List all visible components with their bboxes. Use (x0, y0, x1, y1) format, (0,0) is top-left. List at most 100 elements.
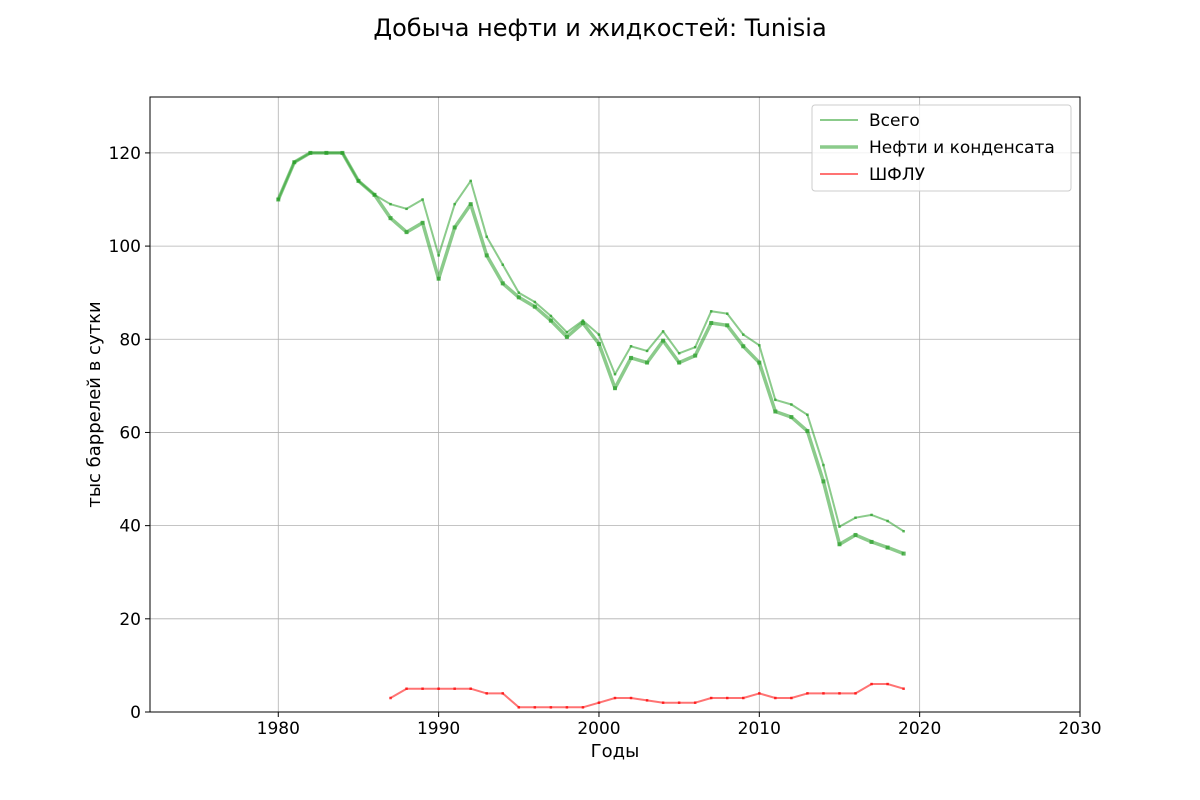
legend-box (811, 104, 1072, 192)
data-point (597, 701, 601, 704)
data-point (549, 314, 553, 318)
data-point (453, 202, 456, 206)
data-point (773, 409, 778, 414)
data-point (837, 542, 842, 547)
data-point (548, 318, 553, 323)
data-point (725, 312, 729, 315)
data-point (580, 320, 585, 325)
data-point (437, 254, 440, 257)
data-point (436, 276, 441, 281)
data-point (372, 192, 377, 197)
data-point (742, 333, 745, 336)
y-tick-label: 0 (130, 703, 141, 723)
y-tick-label: 120 (109, 144, 141, 164)
data-point (789, 415, 794, 420)
data-point (741, 344, 746, 349)
data-point (420, 220, 425, 225)
legend-label: Всего (869, 111, 920, 131)
x-tick-label: 2030 (1058, 719, 1101, 739)
legend-label: Нефти и конденсата (869, 138, 1055, 158)
data-point (405, 687, 408, 690)
data-point (340, 150, 345, 155)
data-point (725, 696, 729, 700)
data-point (822, 463, 825, 467)
data-point (501, 692, 505, 695)
data-point (468, 202, 473, 207)
data-point (453, 687, 456, 690)
data-point (870, 513, 873, 517)
data-point (693, 353, 698, 358)
data-point (389, 696, 392, 700)
data-point (853, 532, 858, 537)
data-point (757, 360, 762, 365)
data-point (549, 706, 553, 709)
x-tick-label: 2000 (577, 719, 620, 739)
data-point (838, 525, 841, 528)
data-point (565, 706, 569, 709)
data-point (388, 216, 393, 221)
data-point (308, 150, 313, 155)
data-point (790, 696, 793, 700)
series-line (277, 151, 905, 533)
y-axis-label: тыс баррелей в сутки (84, 301, 105, 507)
data-point (661, 330, 665, 333)
data-point (469, 179, 472, 183)
data-point (758, 692, 761, 695)
data-point (709, 310, 713, 313)
data-point (629, 355, 634, 360)
y-tick-label: 20 (119, 610, 141, 630)
data-point (356, 178, 361, 183)
data-point (902, 687, 905, 690)
data-point (693, 701, 697, 704)
data-point (469, 687, 472, 690)
data-point (533, 706, 537, 709)
data-point (532, 304, 537, 309)
data-point (629, 345, 633, 348)
data-point (742, 696, 745, 700)
data-point (597, 333, 601, 336)
data-point (452, 225, 457, 230)
data-point (805, 429, 810, 434)
data-point (581, 319, 585, 322)
data-point (564, 334, 569, 339)
data-point (709, 320, 714, 325)
data-point (516, 295, 521, 300)
legend-label: ШФЛУ (869, 165, 926, 185)
plot-frame (149, 96, 1081, 713)
data-point (517, 706, 521, 709)
data-point (774, 696, 777, 700)
data-point (886, 682, 889, 686)
data-point (902, 529, 905, 533)
data-point (324, 150, 329, 155)
data-point (613, 696, 617, 700)
data-point (790, 403, 793, 406)
data-point (533, 300, 537, 304)
data-point (869, 539, 874, 544)
y-tick-label: 80 (119, 330, 141, 350)
data-point (484, 253, 489, 258)
data-point (806, 413, 809, 416)
x-tick-label: 1980 (257, 719, 300, 739)
data-point (886, 519, 889, 523)
data-point (405, 207, 408, 211)
data-point (292, 160, 297, 165)
data-point (613, 372, 617, 376)
data-point (421, 198, 424, 201)
y-tick-label: 100 (109, 237, 141, 257)
data-point (404, 230, 409, 235)
series-0 (277, 151, 905, 533)
chart-title: Добыча нефти и жидкостей: Tunisia (373, 14, 826, 42)
data-point (613, 386, 617, 391)
data-point (629, 696, 633, 700)
data-point (661, 701, 665, 704)
data-point (693, 345, 697, 349)
plot-series (276, 150, 906, 709)
data-point (565, 331, 569, 334)
data-point (774, 398, 777, 402)
data-point (677, 352, 681, 355)
data-point (501, 263, 505, 266)
legend: Всего Нефти и конденсата ШФЛУ (811, 104, 1072, 192)
data-point (389, 202, 392, 206)
data-point (821, 479, 826, 484)
data-point (437, 687, 440, 690)
